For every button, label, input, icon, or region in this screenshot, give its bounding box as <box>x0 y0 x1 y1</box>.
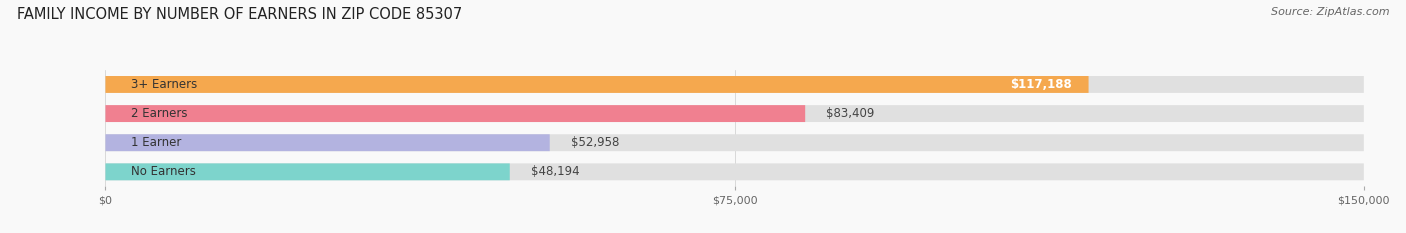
Text: FAMILY INCOME BY NUMBER OF EARNERS IN ZIP CODE 85307: FAMILY INCOME BY NUMBER OF EARNERS IN ZI… <box>17 7 463 22</box>
FancyBboxPatch shape <box>105 163 510 180</box>
FancyBboxPatch shape <box>105 163 1364 180</box>
FancyBboxPatch shape <box>105 105 806 122</box>
Text: $52,958: $52,958 <box>571 136 619 149</box>
Text: Source: ZipAtlas.com: Source: ZipAtlas.com <box>1271 7 1389 17</box>
Text: 2 Earners: 2 Earners <box>131 107 187 120</box>
FancyBboxPatch shape <box>105 105 1364 122</box>
Text: No Earners: No Earners <box>131 165 195 178</box>
FancyBboxPatch shape <box>105 76 1364 93</box>
FancyBboxPatch shape <box>105 76 1088 93</box>
Text: 3+ Earners: 3+ Earners <box>131 78 197 91</box>
FancyBboxPatch shape <box>105 134 550 151</box>
Text: $117,188: $117,188 <box>1010 78 1071 91</box>
Text: 1 Earner: 1 Earner <box>131 136 181 149</box>
FancyBboxPatch shape <box>105 134 1364 151</box>
Text: $83,409: $83,409 <box>827 107 875 120</box>
Text: $48,194: $48,194 <box>530 165 579 178</box>
